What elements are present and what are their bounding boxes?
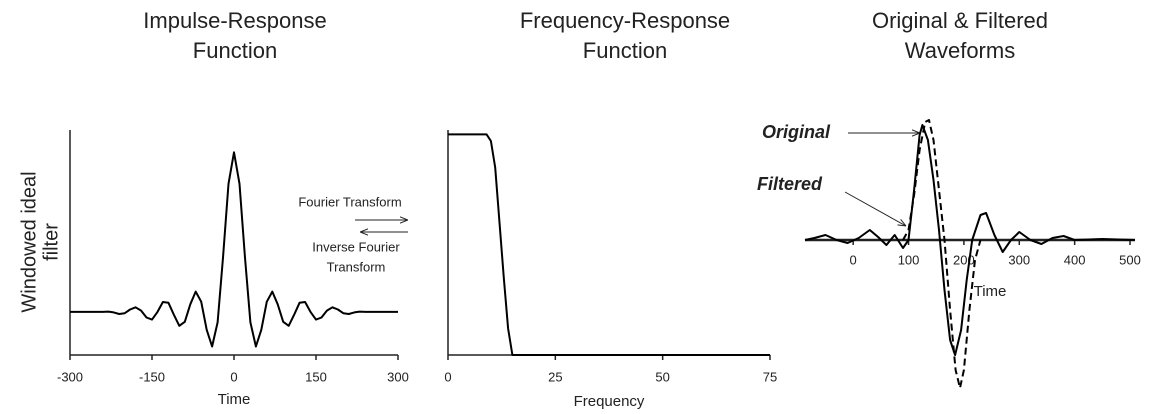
panel-title: Frequency-Response (520, 8, 730, 33)
panel-title: Impulse-Response (143, 8, 326, 33)
series-label: Original (762, 122, 831, 142)
x-tick-label: 300 (1008, 252, 1030, 267)
x-tick-label: 150 (305, 369, 327, 384)
series-label: Filtered (757, 174, 823, 194)
x-tick-label: 100 (898, 252, 920, 267)
x-axis-label: Time (974, 283, 1007, 300)
x-tick-label: 400 (1064, 252, 1086, 267)
x-tick-label: 200 (953, 252, 975, 267)
panel-title: Function (193, 38, 277, 63)
x-axis-label: Time (218, 391, 251, 408)
panel-title: Original & Filtered (872, 8, 1048, 33)
x-tick-label: 500 (1119, 252, 1141, 267)
x-tick-label: 75 (763, 369, 777, 384)
x-tick-label: 300 (387, 369, 409, 384)
x-tick-label: 50 (655, 369, 669, 384)
x-axis-label: Frequency (574, 393, 645, 410)
panel-title: Function (583, 38, 667, 63)
curve (70, 151, 398, 348)
fourier-label: Fourier Transform (298, 194, 401, 209)
panel-title: Waveforms (905, 38, 1015, 63)
curve (448, 133, 770, 356)
filtered-arrow (844, 191, 906, 226)
y-axis-label: filter (40, 223, 62, 261)
x-tick-label: 0 (850, 252, 857, 267)
curve (804, 124, 1136, 356)
x-tick-label: 0 (444, 369, 451, 384)
inverse-label: Inverse Fourier (312, 239, 400, 254)
y-axis-label: Windowed ideal (18, 171, 40, 312)
x-tick-label: 25 (548, 369, 562, 384)
x-tick-label: -150 (139, 369, 165, 384)
x-tick-label: 0 (230, 369, 237, 384)
inverse-label: Transform (327, 259, 386, 274)
x-tick-label: -300 (57, 369, 83, 384)
